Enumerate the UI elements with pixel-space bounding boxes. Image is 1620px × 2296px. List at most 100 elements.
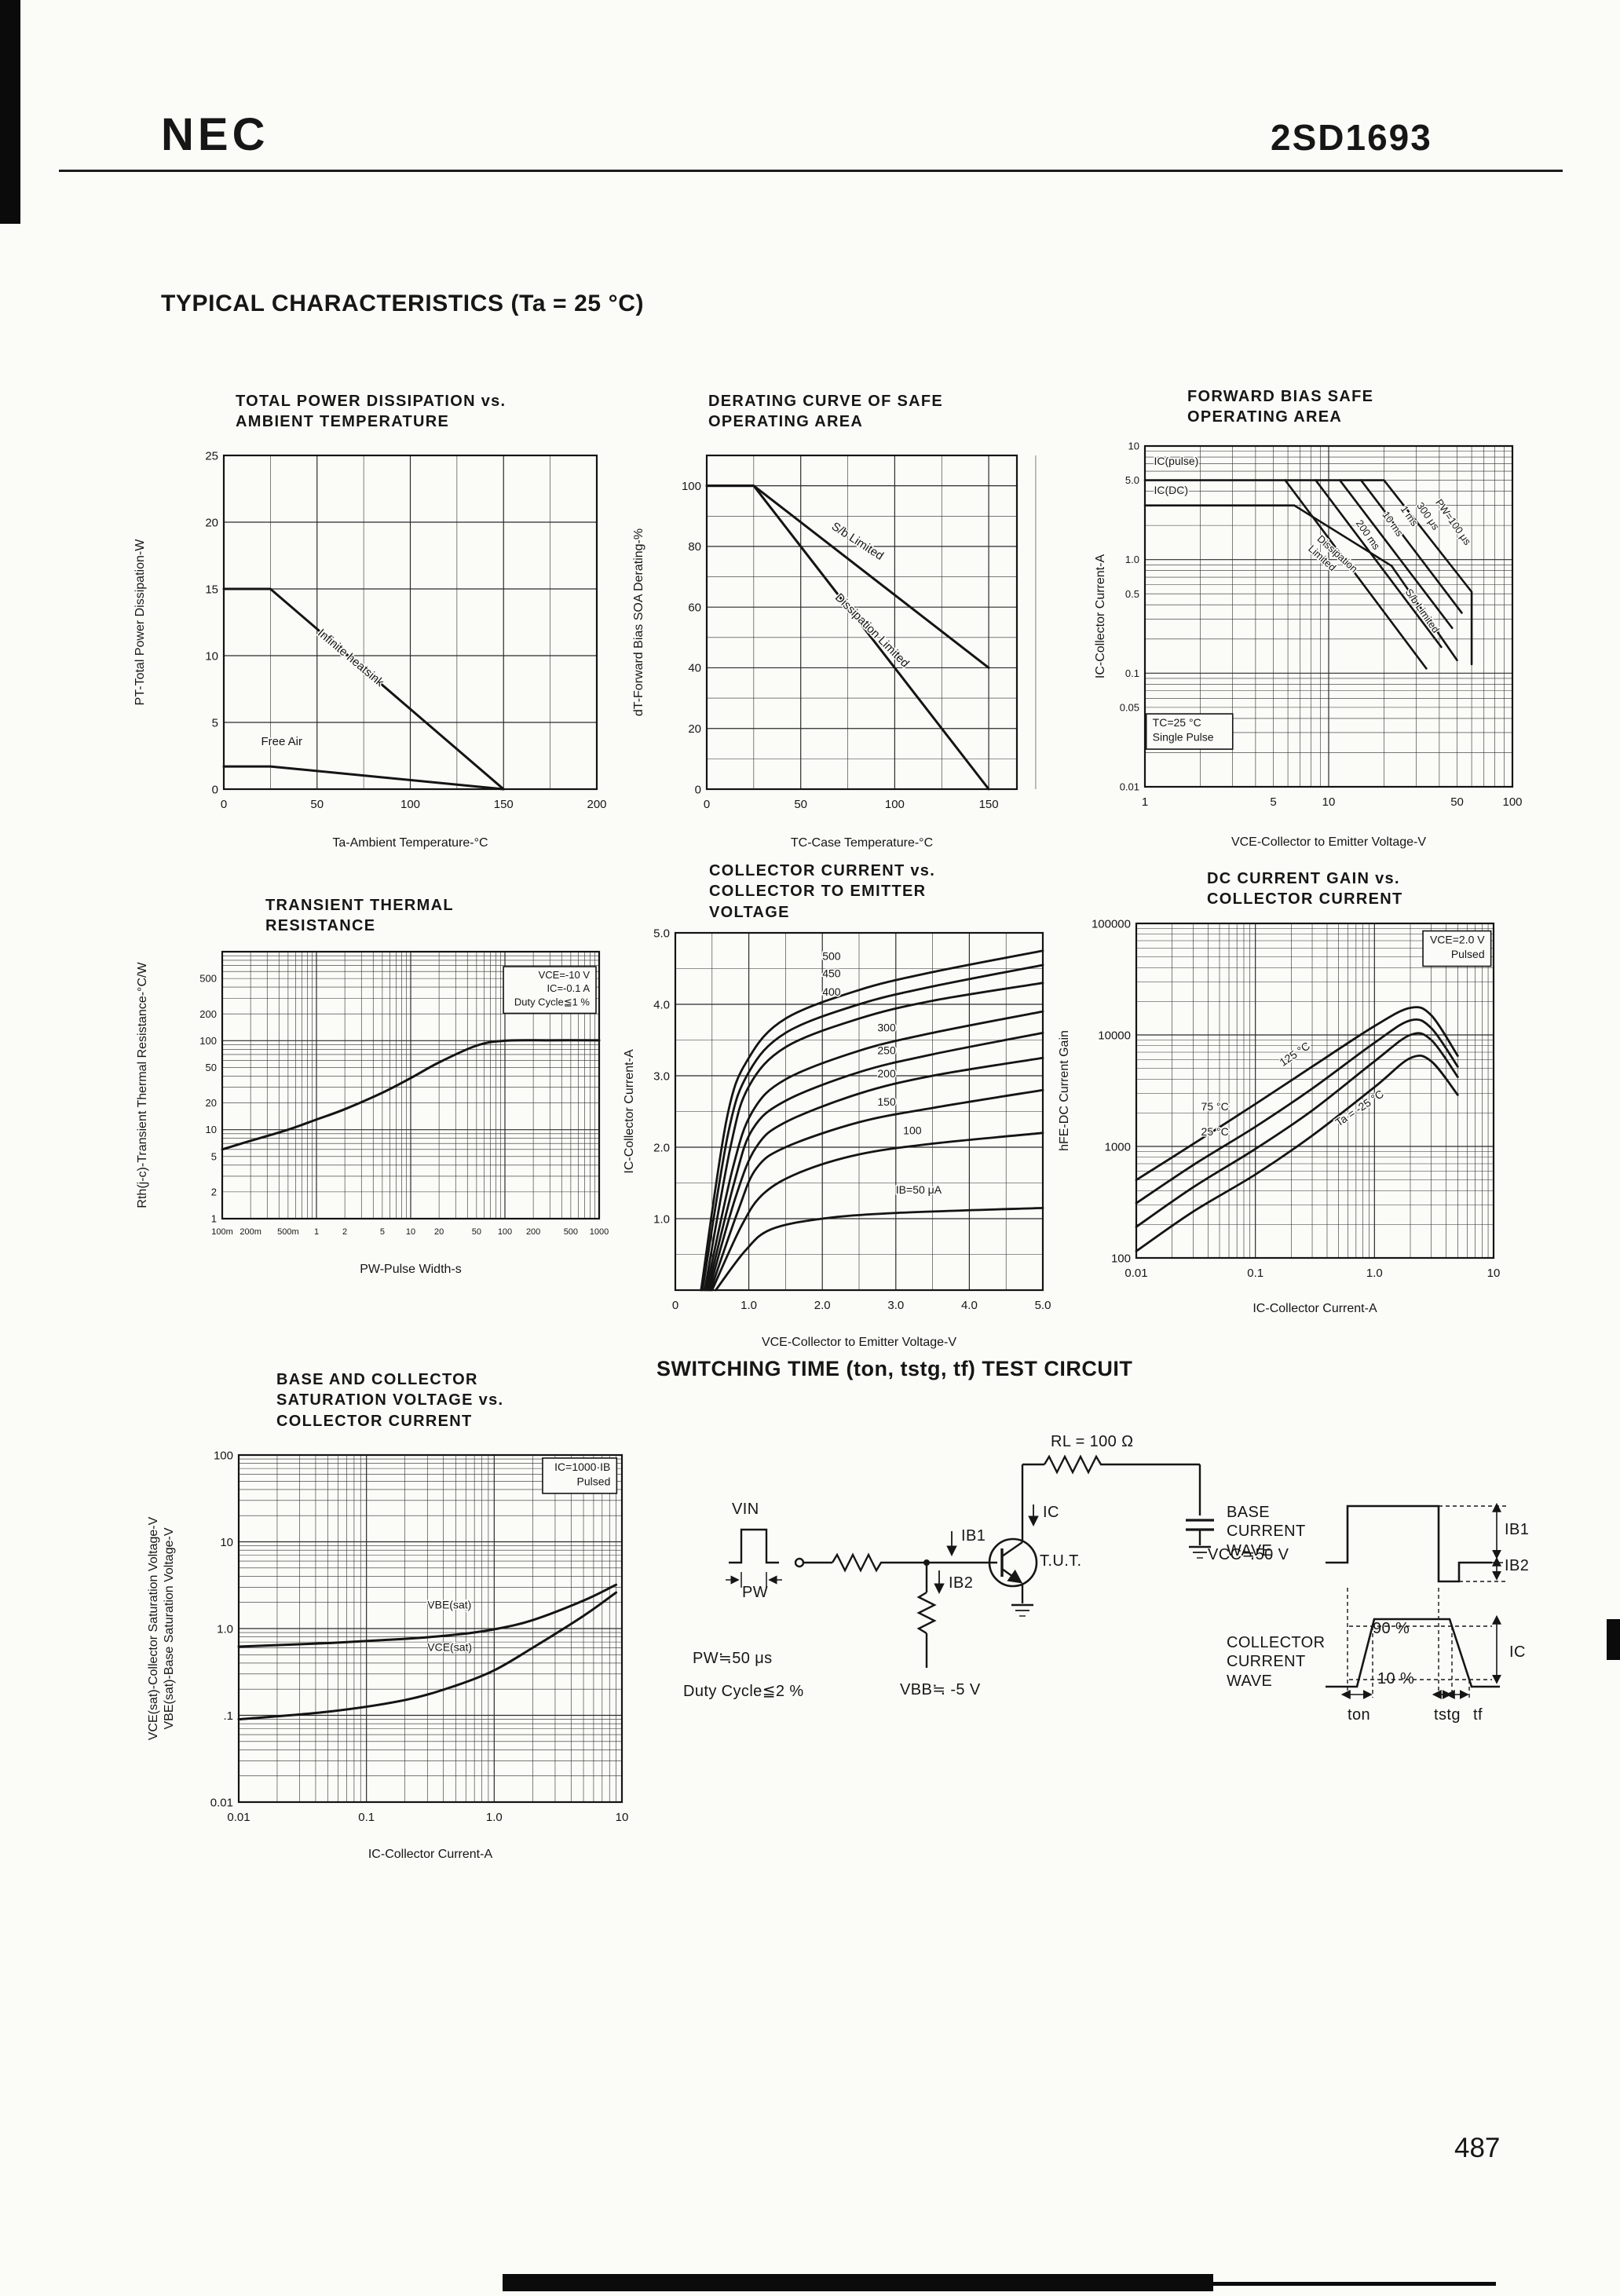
svg-text:5: 5 xyxy=(380,1227,385,1237)
svg-text:1.0: 1.0 xyxy=(486,1811,503,1824)
svg-text:4.0: 4.0 xyxy=(653,998,670,1011)
svg-text:15: 15 xyxy=(205,583,218,596)
svg-text:5.0: 5.0 xyxy=(1125,474,1139,486)
ib1-wave-label: IB1 xyxy=(1505,1521,1530,1538)
svg-text:.1: .1 xyxy=(223,1709,233,1723)
svg-text:10: 10 xyxy=(205,649,218,663)
svg-text:100: 100 xyxy=(199,1035,217,1047)
svg-text:PW-Pulse Width-s: PW-Pulse Width-s xyxy=(360,1263,462,1276)
vbb-label: VBB≒ -5 V xyxy=(900,1681,981,1698)
svg-text:125 °C: 125 °C xyxy=(1277,1040,1312,1069)
svg-text:500: 500 xyxy=(822,950,841,963)
svg-text:10: 10 xyxy=(616,1811,629,1824)
svg-text:100: 100 xyxy=(498,1227,512,1237)
header-rule xyxy=(59,170,1563,172)
svg-text:0: 0 xyxy=(221,798,227,811)
svg-text:IB=50 μA: IB=50 μA xyxy=(896,1183,942,1196)
svg-text:5.0: 5.0 xyxy=(653,927,670,940)
svg-text:1: 1 xyxy=(314,1227,319,1237)
pulse-width-label: PW xyxy=(742,1584,769,1601)
svg-text:300: 300 xyxy=(877,1022,896,1034)
svg-text:20: 20 xyxy=(205,516,218,529)
switching-test-circuit-diagram xyxy=(726,1454,1506,1699)
svg-text:5: 5 xyxy=(211,1150,217,1162)
svg-text:100000: 100000 xyxy=(1092,917,1131,930)
svg-text:dT-Forward Bias SOA Derating-%: dT-Forward Bias SOA Derating-% xyxy=(632,528,645,716)
svg-text:450: 450 xyxy=(822,967,841,979)
nec-logo: NEC xyxy=(161,109,269,160)
svg-text:80: 80 xyxy=(688,540,701,554)
svg-text:1.0: 1.0 xyxy=(1366,1267,1383,1280)
svg-text:PT-Total Power Dissipation-W: PT-Total Power Dissipation-W xyxy=(133,539,147,706)
svg-text:1000: 1000 xyxy=(1105,1140,1131,1153)
tf-label: tf xyxy=(1473,1706,1483,1724)
svg-text:200: 200 xyxy=(199,1008,217,1020)
tut-label: T.U.T. xyxy=(1040,1552,1082,1570)
collector-current-wave-label: COLLECTOR CURRENT WAVE xyxy=(1227,1634,1326,1690)
svg-text:75 °C: 75 °C xyxy=(1201,1100,1229,1113)
svg-text:Ta-Ambient Temperature-°C: Ta-Ambient Temperature-°C xyxy=(332,836,488,850)
svg-text:50: 50 xyxy=(1450,795,1464,809)
svg-text:1000: 1000 xyxy=(590,1227,609,1237)
svg-text:200m: 200m xyxy=(240,1227,261,1237)
svg-text:Rth(j-c)-Transient Thermal Res: Rth(j-c)-Transient Thermal Resistance-°C… xyxy=(136,962,149,1208)
scan-artifact-bottom-thin xyxy=(1213,2282,1496,2286)
svg-text:150: 150 xyxy=(877,1095,896,1108)
svg-text:1.0: 1.0 xyxy=(1125,554,1139,565)
svg-text:VBE(sat)-Base Saturation Volta: VBE(sat)-Base Saturation Voltage-V xyxy=(163,1527,176,1729)
chart-derating-canvas: 0 50 100 150 0 20 40 60 80 100 TC-Case Temperature… xyxy=(632,454,1037,850)
svg-text:1: 1 xyxy=(211,1213,217,1225)
svg-text:0.05: 0.05 xyxy=(1120,701,1139,713)
svg-text:1.0: 1.0 xyxy=(653,1212,670,1226)
svg-text:S/b Limited: S/b Limited xyxy=(829,520,886,563)
svg-text:50: 50 xyxy=(794,798,807,811)
svg-text:4.0: 4.0 xyxy=(961,1299,978,1312)
svg-text:10: 10 xyxy=(220,1536,233,1549)
svg-text:100: 100 xyxy=(400,798,420,811)
svg-text:2: 2 xyxy=(211,1186,217,1197)
svg-text:20: 20 xyxy=(434,1227,444,1237)
svg-text:100: 100 xyxy=(903,1124,922,1137)
chart-title-derating: DERATING CURVE OF SAFE OPERATING AREA xyxy=(708,393,943,431)
svg-text:150: 150 xyxy=(979,798,999,811)
svg-text:2.0: 2.0 xyxy=(814,1299,831,1312)
svg-text:IC-Collector Current-A: IC-Collector Current-A xyxy=(623,1049,636,1174)
ib2-label: IB2 xyxy=(949,1574,974,1592)
chart-hfe-canvas: 0.01 0.1 1.0 10 100 1000 10000 100000 IC-Collect… xyxy=(1058,917,1500,1315)
svg-text:100: 100 xyxy=(214,1449,233,1462)
svg-text:5: 5 xyxy=(1270,795,1276,809)
svg-text:TC-Case Temperature-°C: TC-Case Temperature-°C xyxy=(791,836,933,850)
svg-text:60: 60 xyxy=(688,601,701,614)
svg-text:0.5: 0.5 xyxy=(1125,588,1139,600)
svg-text:0.01: 0.01 xyxy=(210,1796,233,1809)
svg-text:3.0: 3.0 xyxy=(653,1069,670,1083)
svg-text:VCE-Collector to Emitter Volta: VCE-Collector to Emitter Voltage-V xyxy=(1231,835,1426,849)
svg-text:20: 20 xyxy=(688,722,701,736)
chart-transient-thermal-canvas: 100m 200m 500m 1 2 5 10 20 50 100 200 500 1000 500 200… xyxy=(136,950,609,1276)
svg-text:Free Air: Free Air xyxy=(261,735,303,748)
svg-text:50: 50 xyxy=(472,1227,481,1237)
chart-title-saturation: BASE AND COLLECTOR SATURATION VOLTAGE vs… xyxy=(276,1371,504,1430)
scan-artifact-left xyxy=(0,0,20,224)
chart-title-fbsoa: FORWARD BIAS SAFE OPERATING AREA xyxy=(1187,388,1374,426)
ib1-label: IB1 xyxy=(961,1527,986,1545)
svg-text:10: 10 xyxy=(1322,795,1336,809)
svg-text:0.01: 0.01 xyxy=(227,1811,250,1824)
svg-text:0: 0 xyxy=(695,783,701,796)
svg-text:IC-Collector Current-A: IC-Collector Current-A xyxy=(1252,1302,1377,1315)
svg-text:100m: 100m xyxy=(211,1227,233,1237)
part-number: 2SD1693 xyxy=(1271,117,1432,158)
svg-text:100: 100 xyxy=(682,480,701,493)
svg-text:500: 500 xyxy=(199,973,217,985)
svg-text:20: 20 xyxy=(206,1097,217,1109)
svg-text:500: 500 xyxy=(564,1227,578,1237)
chart-total-power-canvas: 0 50 100 150 200 0 5 10 15 20 25 Ta-Ambient Tempera… xyxy=(133,449,607,850)
svg-text:100: 100 xyxy=(1502,795,1522,809)
svg-text:10000: 10000 xyxy=(1098,1029,1131,1042)
svg-text:200: 200 xyxy=(526,1227,540,1237)
